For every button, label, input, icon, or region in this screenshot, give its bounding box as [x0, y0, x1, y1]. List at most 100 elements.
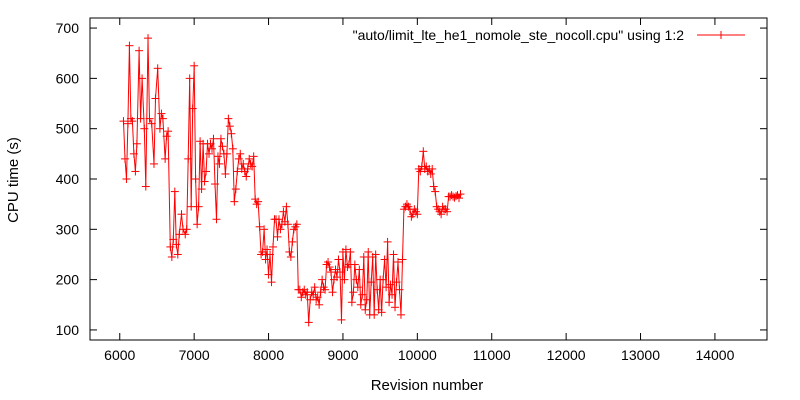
- data-point: [318, 275, 327, 284]
- data-point: [258, 247, 267, 256]
- data-point: [213, 152, 222, 161]
- data-point: [157, 109, 166, 118]
- data-point: [144, 34, 153, 43]
- data-point: [227, 129, 236, 138]
- data-point: [119, 117, 128, 126]
- data-point: [187, 202, 196, 211]
- x-axis: 6000 7000 8000 9000 10000 11000 12000 13000 1400…: [104, 18, 735, 363]
- data-point: [282, 202, 291, 211]
- data-point: [248, 162, 257, 171]
- data-point: [383, 237, 392, 246]
- data-point: [208, 144, 217, 153]
- data-point: [269, 242, 278, 251]
- data-point: [347, 298, 356, 307]
- data-point: [396, 310, 405, 319]
- data-point: [321, 285, 330, 294]
- data-point: [331, 265, 340, 274]
- data-point: [416, 167, 425, 176]
- data-point: [431, 187, 440, 196]
- data-point: [188, 104, 197, 113]
- x-tick-label: 14000: [695, 347, 734, 363]
- data-point: [288, 237, 297, 246]
- data-point: [212, 215, 221, 224]
- data-point: [233, 167, 242, 176]
- data-point: [332, 273, 341, 282]
- data-point: [181, 230, 190, 239]
- data-point: [234, 154, 243, 163]
- data-point: [218, 142, 227, 151]
- data-point: [428, 164, 437, 173]
- data-point: [140, 124, 149, 133]
- data-point: [279, 207, 288, 216]
- y-tick-label: 500: [56, 121, 80, 137]
- data-point: [362, 295, 371, 304]
- y-tick-label: 400: [56, 171, 80, 187]
- y-tick-label: 100: [56, 322, 80, 338]
- data-point: [215, 159, 224, 168]
- data-point: [122, 175, 131, 183]
- series-layer: [119, 34, 465, 327]
- data-point: [393, 258, 402, 267]
- data-point: [170, 187, 179, 196]
- data-point: [206, 139, 215, 148]
- x-tick-label: 10000: [398, 347, 437, 363]
- data-point: [123, 119, 132, 128]
- data-point: [194, 202, 203, 211]
- y-tick-label: 300: [56, 221, 80, 237]
- data-point: [260, 225, 269, 234]
- data-point: [228, 144, 237, 153]
- data-point: [245, 154, 254, 163]
- y-axis-label: CPU time (s): [5, 137, 22, 223]
- series-0: [119, 34, 465, 327]
- data-point: [456, 190, 465, 199]
- data-point: [386, 280, 395, 289]
- data-point: [249, 152, 258, 161]
- data-point: [316, 288, 325, 297]
- data-point: [191, 175, 200, 183]
- data-point: [147, 119, 156, 128]
- y-tick-label: 600: [56, 70, 80, 86]
- data-point: [391, 303, 400, 312]
- data-point: [388, 290, 397, 299]
- data-point: [155, 124, 164, 133]
- data-point: [443, 207, 452, 216]
- y-tick-label: 700: [56, 20, 80, 36]
- data-point: [167, 252, 176, 261]
- data-point: [340, 275, 349, 284]
- data-point: [379, 275, 388, 284]
- data-point: [230, 197, 239, 206]
- data-point: [356, 300, 365, 309]
- data-point: [224, 114, 233, 123]
- data-point: [261, 255, 270, 264]
- data-point: [205, 149, 214, 158]
- data-point: [297, 293, 306, 302]
- data-point: [361, 305, 370, 314]
- x-tick-label: 7000: [179, 347, 210, 363]
- data-point: [341, 245, 350, 254]
- data-point: [225, 122, 234, 131]
- data-point: [190, 61, 199, 70]
- data-point: [184, 154, 193, 163]
- x-tick-label: 9000: [327, 347, 358, 363]
- data-point: [371, 250, 380, 259]
- data-point: [197, 185, 206, 194]
- data-point: [255, 222, 264, 231]
- data-point: [286, 252, 295, 261]
- data-point: [221, 169, 230, 178]
- data-point: [335, 268, 344, 277]
- data-point: [162, 132, 171, 141]
- data-point: [128, 117, 137, 126]
- y-tick-label: 200: [56, 272, 80, 288]
- x-tick-label: 12000: [547, 347, 586, 363]
- data-point: [382, 283, 391, 292]
- data-point: [355, 265, 364, 274]
- data-point: [313, 293, 322, 302]
- data-point: [216, 134, 225, 143]
- data-point: [138, 74, 147, 83]
- x-tick-label: 6000: [104, 347, 135, 363]
- data-point: [273, 232, 282, 241]
- data-point: [276, 225, 285, 234]
- data-point: [151, 94, 160, 103]
- x-tick-label: 11000: [473, 347, 511, 363]
- data-point: [239, 159, 248, 168]
